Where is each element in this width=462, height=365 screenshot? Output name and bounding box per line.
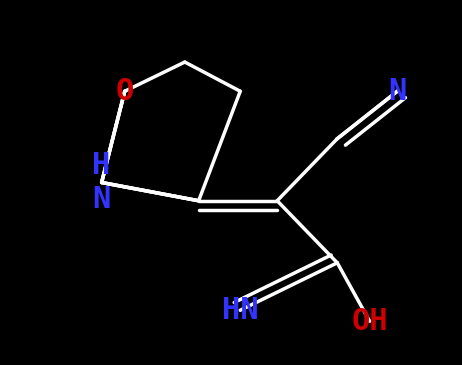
Text: HN: HN: [222, 296, 259, 325]
Text: N: N: [388, 77, 407, 106]
Text: OH: OH: [351, 307, 388, 336]
Text: H
N: H N: [92, 151, 111, 214]
Text: O: O: [116, 77, 134, 106]
